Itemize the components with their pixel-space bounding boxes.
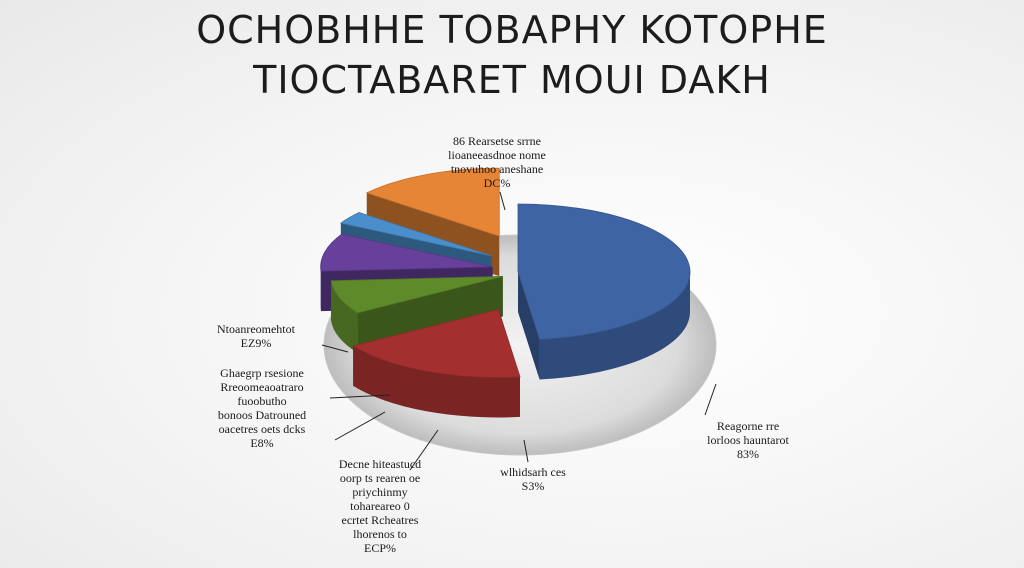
slice-label-line: bonoos Datrouned xyxy=(218,408,306,422)
pie-slice-top xyxy=(330,276,503,314)
pie-labels: 86 Rearsetse srrne lioaneeasdnoe nome tnov… xyxy=(217,134,789,555)
slice-label-line: tnovuhoo aneshane xyxy=(451,162,543,176)
slice-label-line: oorp ts rearen oe xyxy=(340,471,420,485)
pie-slices xyxy=(320,167,691,418)
slice-label-line: Reagorne rre xyxy=(717,419,779,433)
slice-label-line: lioaneeasdnoe nome xyxy=(448,148,546,162)
pie-slice-2 xyxy=(352,308,521,418)
pie-slice-3 xyxy=(330,276,503,353)
slice-label-line: ecrtet Rcheatres xyxy=(342,513,419,527)
slice-label-line: oacetres oets dcks xyxy=(219,422,306,436)
slice-label-6: Ntoanreomehtot EZ9% xyxy=(217,322,296,350)
pie-slice-top xyxy=(320,233,493,272)
slice-label-1: 86 Rearsetse srrne lioaneeasdnoe nome tnov… xyxy=(448,134,546,190)
slide-title-line-1: OCHOBHHE TOBAPHY KOTOPHE xyxy=(196,8,828,52)
slice-label-line: ECP% xyxy=(364,541,396,555)
pie-slice-top xyxy=(339,212,492,257)
slice-label-2: Reagorne rre lorloos hauntarot 83% xyxy=(707,419,789,461)
pie-slice-top xyxy=(517,203,691,340)
slice-label-line: tohareareo 0 xyxy=(350,499,410,513)
slice-label-4: Decne hiteastucd oorp ts rearen oe priychi… xyxy=(339,457,421,555)
slice-label-line: lorloos hauntarot xyxy=(707,433,789,447)
pie-slice-side xyxy=(331,280,358,353)
slice-label-line: DC% xyxy=(484,176,511,190)
leader-line-6 xyxy=(321,344,349,353)
slice-label-line: EZ9% xyxy=(241,336,272,350)
pie-slice-1 xyxy=(517,203,691,380)
slice-label-line: Decne hiteastucd xyxy=(339,457,421,471)
leader-line-5 xyxy=(329,394,391,399)
leader-line-5-b xyxy=(334,411,386,441)
slice-label-line: fuoobutho xyxy=(237,394,286,408)
slice-label-line: E8% xyxy=(250,436,273,450)
leader-line-1 xyxy=(499,191,506,211)
leader-line-2 xyxy=(704,383,717,416)
leader-line-3 xyxy=(523,439,529,463)
slice-label-line: wlhidsarh ces xyxy=(500,465,566,479)
slice-label-5: Ghaegrp rsesione Rreoomeaoatraro fuoobutho… xyxy=(218,366,306,450)
slice-label-line: lhorenos to xyxy=(353,527,407,541)
slice-label-line: Ghaegrp rsesione xyxy=(220,366,304,380)
slice-label-line: Ntoanreomehtot xyxy=(217,322,296,336)
slice-label-line: Rreoomeaoatraro xyxy=(220,380,303,394)
pie-slice-side xyxy=(539,272,690,380)
pie-slice-top xyxy=(352,308,521,378)
slice-label-line: S3% xyxy=(522,479,545,493)
slice-label-3: wlhidsarh ces S3% xyxy=(500,465,566,493)
pie-slice-wall xyxy=(518,272,540,380)
slide-title-line-2: TIOCTABARET MOUI DAKH xyxy=(253,58,771,102)
slice-label-line: priychinmy xyxy=(352,485,407,499)
leader-line-4 xyxy=(409,429,439,471)
slice-label-line: 86 Rearsetse srrne xyxy=(453,134,541,148)
slice-label-line: 83% xyxy=(737,447,759,461)
pie-slice-top xyxy=(365,167,500,237)
pie-leader-lines xyxy=(321,191,717,471)
